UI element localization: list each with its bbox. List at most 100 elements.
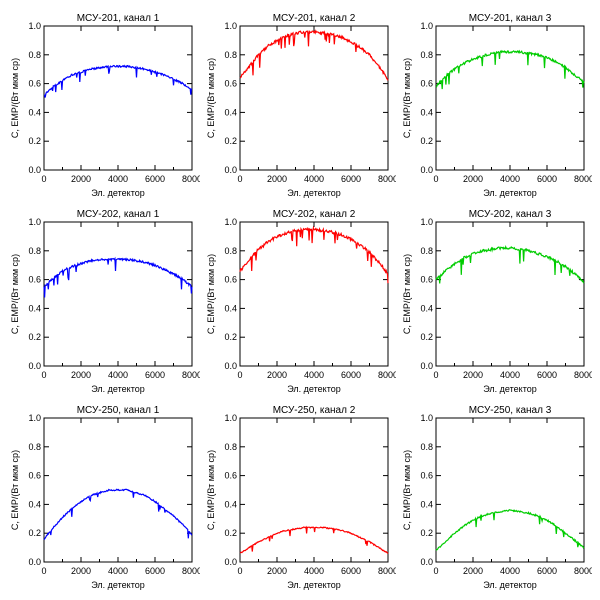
y-tick-label: 0.8 <box>224 442 237 452</box>
data-series <box>436 51 584 89</box>
y-tick-label: 1.0 <box>224 217 237 227</box>
x-tick-label: 8000 <box>378 174 396 184</box>
x-tick-label: 6000 <box>145 566 165 576</box>
x-axis-label: Эл. детектор <box>91 384 144 394</box>
y-tick-label: 0.6 <box>28 275 41 285</box>
x-tick-label: 0 <box>237 370 242 380</box>
x-axis-label: Эл. детектор <box>91 580 144 590</box>
y-axis-label: C, ЕМР/(Вт мкм ср) <box>10 254 20 334</box>
panel-container: 020004000600080000.00.20.40.60.81.0МСУ-2… <box>400 8 592 200</box>
panel-container: 020004000600080000.00.20.40.60.81.0МСУ-2… <box>400 204 592 396</box>
x-tick-label: 0 <box>237 566 242 576</box>
data-series <box>436 510 584 551</box>
y-tick-label: 1.0 <box>28 217 41 227</box>
y-tick-label: 0.4 <box>28 499 41 509</box>
y-axis-label: C, ЕМР/(Вт мкм ср) <box>10 58 20 138</box>
y-tick-label: 1.0 <box>28 413 41 423</box>
panel-title: МСУ-250, канал 2 <box>273 405 356 416</box>
y-tick-label: 0.6 <box>224 275 237 285</box>
x-tick-label: 4000 <box>304 370 324 380</box>
x-tick-label: 2000 <box>267 370 287 380</box>
x-tick-label: 0 <box>237 174 242 184</box>
x-tick-label: 8000 <box>378 370 396 380</box>
panel-container: 020004000600080000.00.20.40.60.81.0МСУ-2… <box>204 400 396 592</box>
data-series <box>240 527 388 553</box>
chart-panel: 020004000600080000.00.20.40.60.81.0МСУ-2… <box>204 400 396 592</box>
y-tick-label: 0.0 <box>420 165 433 175</box>
x-axis-label: Эл. детектор <box>287 580 340 590</box>
x-tick-label: 6000 <box>537 566 557 576</box>
y-tick-label: 1.0 <box>28 21 41 31</box>
data-series <box>44 66 192 98</box>
panel-title: МСУ-201, канал 1 <box>77 13 160 24</box>
y-tick-label: 0.6 <box>420 471 433 481</box>
y-tick-label: 0.8 <box>28 246 41 256</box>
x-tick-label: 4000 <box>108 174 128 184</box>
y-tick-label: 0.4 <box>224 107 237 117</box>
y-tick-label: 0.2 <box>28 528 41 538</box>
y-tick-label: 0.0 <box>224 165 237 175</box>
y-tick-label: 0.8 <box>420 442 433 452</box>
data-series <box>44 489 192 539</box>
y-axis-label: C, ЕМР/(Вт мкм ср) <box>402 254 412 334</box>
x-tick-label: 4000 <box>500 370 520 380</box>
y-tick-label: 0.6 <box>420 79 433 89</box>
x-axis-label: Эл. детектор <box>287 188 340 198</box>
x-tick-label: 2000 <box>267 174 287 184</box>
y-tick-label: 0.8 <box>420 246 433 256</box>
x-tick-label: 0 <box>433 566 438 576</box>
data-series <box>240 31 388 81</box>
panel-title: МСУ-250, канал 3 <box>469 405 552 416</box>
x-tick-label: 8000 <box>182 566 200 576</box>
panel-container: 020004000600080000.00.20.40.60.81.0МСУ-2… <box>204 204 396 396</box>
y-axis-label: C, ЕМР/(Вт мкм ср) <box>10 450 20 530</box>
x-tick-label: 6000 <box>341 174 361 184</box>
y-tick-label: 0.6 <box>224 471 237 481</box>
y-tick-label: 0.2 <box>420 528 433 538</box>
x-axis-label: Эл. детектор <box>91 188 144 198</box>
y-tick-label: 0.8 <box>224 246 237 256</box>
y-tick-label: 1.0 <box>420 21 433 31</box>
x-tick-label: 2000 <box>463 566 483 576</box>
y-tick-label: 0.4 <box>28 303 41 313</box>
y-tick-label: 0.0 <box>224 361 237 371</box>
y-tick-label: 0.4 <box>28 107 41 117</box>
y-tick-label: 0.6 <box>28 79 41 89</box>
y-axis-label: C, ЕМР/(Вт мкм ср) <box>206 450 216 530</box>
y-tick-label: 0.0 <box>28 165 41 175</box>
panel-title: МСУ-201, канал 2 <box>273 13 356 24</box>
y-tick-label: 0.2 <box>28 332 41 342</box>
panel-container: 020004000600080000.00.20.40.60.81.0МСУ-2… <box>8 8 200 200</box>
x-tick-label: 8000 <box>378 566 396 576</box>
y-tick-label: 0.2 <box>224 136 237 146</box>
data-series <box>436 247 584 284</box>
chart-panel: 020004000600080000.00.20.40.60.81.0МСУ-2… <box>400 8 592 200</box>
panel-title: МСУ-202, канал 1 <box>77 209 160 220</box>
y-tick-label: 1.0 <box>224 413 237 423</box>
x-tick-label: 8000 <box>574 566 592 576</box>
y-tick-label: 0.2 <box>224 332 237 342</box>
y-tick-label: 1.0 <box>420 217 433 227</box>
panel-container: 020004000600080000.00.20.40.60.81.0МСУ-2… <box>8 204 200 396</box>
y-tick-label: 0.2 <box>224 528 237 538</box>
y-tick-label: 0.6 <box>420 275 433 285</box>
x-tick-label: 4000 <box>500 174 520 184</box>
y-tick-label: 0.4 <box>420 303 433 313</box>
y-tick-label: 0.2 <box>28 136 41 146</box>
panel-container: 020004000600080000.00.20.40.60.81.0МСУ-2… <box>204 8 396 200</box>
panel-container: 020004000600080000.00.20.40.60.81.0МСУ-2… <box>400 400 592 592</box>
y-tick-label: 0.8 <box>224 50 237 60</box>
y-tick-label: 0.0 <box>420 557 433 567</box>
x-tick-label: 2000 <box>71 174 91 184</box>
x-axis-label: Эл. детектор <box>483 580 536 590</box>
x-tick-label: 6000 <box>341 566 361 576</box>
x-tick-label: 2000 <box>463 370 483 380</box>
chart-panel: 020004000600080000.00.20.40.60.81.0МСУ-2… <box>204 8 396 200</box>
y-tick-label: 0.0 <box>28 557 41 567</box>
chart-panel: 020004000600080000.00.20.40.60.81.0МСУ-2… <box>8 204 200 396</box>
panel-title: МСУ-202, канал 2 <box>273 209 356 220</box>
x-tick-label: 0 <box>41 566 46 576</box>
panel-title: МСУ-250, канал 1 <box>77 405 160 416</box>
x-tick-label: 6000 <box>145 370 165 380</box>
y-axis-label: C, ЕМР/(Вт мкм ср) <box>402 58 412 138</box>
